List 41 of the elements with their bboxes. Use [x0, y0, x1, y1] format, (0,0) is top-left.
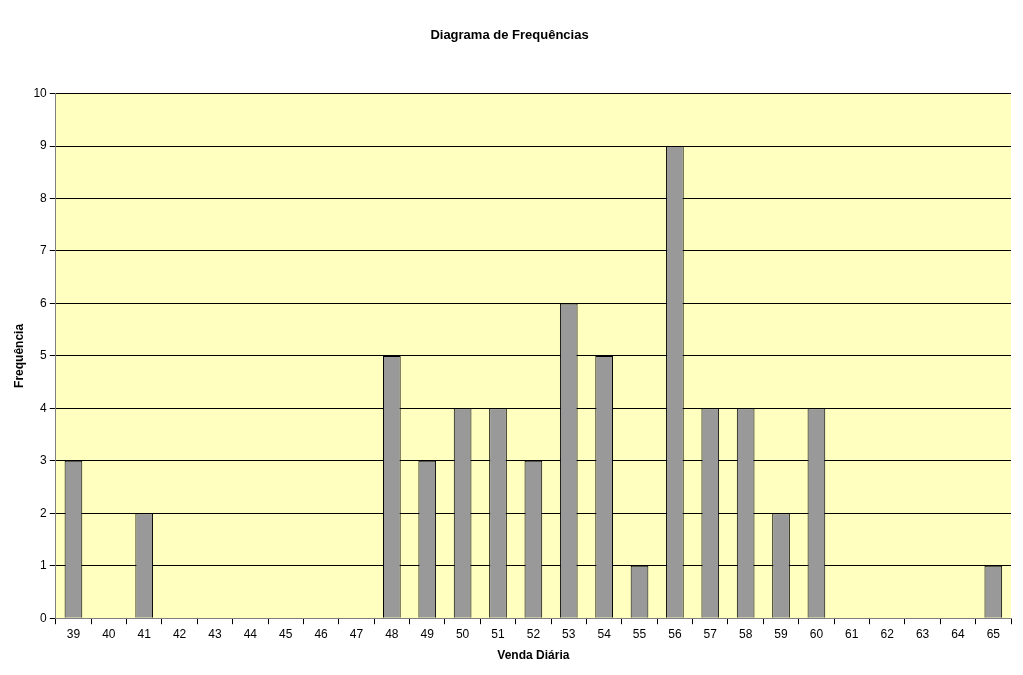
- y-tick-label: 9: [40, 138, 48, 153]
- x-tick-label: 43: [208, 626, 222, 641]
- chart-title: Diagrama de Frequências: [430, 27, 589, 43]
- x-tick-label: 44: [243, 626, 258, 641]
- x-tick-label: 42: [172, 626, 187, 641]
- x-tick-label: 40: [102, 626, 116, 641]
- x-tick-label: 47: [349, 626, 364, 641]
- x-tick-label: 56: [668, 626, 682, 641]
- y-tick-label: 6: [40, 295, 48, 310]
- x-tick-label: 41: [137, 626, 152, 641]
- x-tick-label: 63: [915, 626, 930, 641]
- x-tick-label: 49: [420, 626, 435, 641]
- x-tick-label: 52: [526, 626, 541, 641]
- x-tick-label: 59: [774, 626, 789, 641]
- y-tick-label: 10: [33, 85, 48, 100]
- y-tick-label: 5: [40, 348, 48, 363]
- y-tick-label: 0: [40, 610, 48, 625]
- x-tick-label: 61: [845, 626, 859, 641]
- x-tick-label: 55: [632, 626, 647, 641]
- y-tick-label: 7: [40, 243, 48, 258]
- x-tick-label: 60: [809, 626, 824, 641]
- x-tick-label: 54: [597, 626, 612, 641]
- x-tick-label: 46: [314, 626, 329, 641]
- x-tick-label: 65: [986, 626, 1001, 641]
- y-tick-label: 4: [40, 400, 48, 415]
- x-tick-label: 45: [279, 626, 293, 641]
- x-tick-label: 53: [562, 626, 576, 641]
- x-axis-title: Venda Diária: [497, 648, 570, 663]
- x-tick-label: 39: [66, 626, 81, 641]
- y-tick-label: 2: [40, 505, 48, 520]
- x-tick-label: 48: [385, 626, 399, 641]
- y-tick-label: 3: [40, 453, 48, 468]
- x-tick-label: 62: [880, 626, 895, 641]
- x-tick-label: 64: [951, 626, 965, 641]
- y-tick-label: 1: [40, 558, 48, 573]
- x-tick-label: 50: [455, 626, 470, 641]
- x-tick-label: 58: [738, 626, 753, 641]
- y-axis-title: Frequência: [11, 323, 26, 388]
- x-tick-label: 57: [703, 626, 718, 641]
- x-tick-label: 51: [491, 626, 505, 641]
- y-tick-label: 8: [40, 190, 48, 205]
